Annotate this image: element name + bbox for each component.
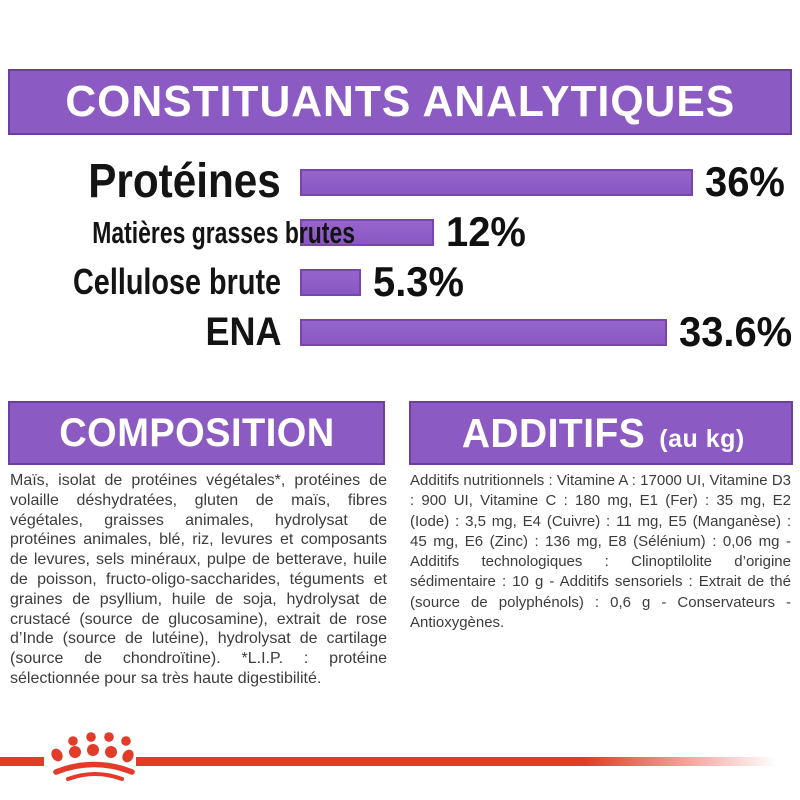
chart-value: 12% <box>446 208 526 255</box>
analytics-bar-chart: Protéines 36% Matières grasses brutes 12… <box>0 157 800 357</box>
chart-label: Cellulose brute <box>72 261 281 302</box>
chart-row-matieres-grasses: Matières grasses brutes 12% <box>0 207 800 257</box>
chart-value: 36% <box>705 158 785 205</box>
chart-row-ena: ENA 33.6% <box>0 307 800 357</box>
chart-bar <box>300 318 667 346</box>
chart-bar <box>300 268 361 296</box>
chart-label: Protéines <box>88 155 282 208</box>
brand-red-line-left <box>0 757 44 766</box>
chart-bar <box>300 218 434 246</box>
chart-row-proteines: Protéines 36% <box>0 157 800 207</box>
chart-label: Matières grasses brutes <box>92 214 355 250</box>
composition-text: Maïs, isolat de protéines végétales*, pr… <box>10 472 387 687</box>
royal-canin-crown-icon <box>51 732 135 781</box>
composition-section-title: COMPOSITION <box>58 410 335 455</box>
chart-value: 33.6% <box>679 308 793 355</box>
chart-bar <box>300 168 693 196</box>
brand-red-line-right <box>136 757 796 766</box>
additifs-text: Additifs nutritionnels : Vitamine A : 17… <box>410 472 791 632</box>
chart-row-cellulose: Cellulose brute 5.3% <box>0 257 800 307</box>
analytics-section-title: CONSTITUANTS ANALYTIQUES <box>65 77 735 126</box>
additifs-section-header: ADDITIFS (au kg) <box>409 401 793 465</box>
chart-label: ENA <box>204 310 281 354</box>
additifs-section-title: ADDITIFS <box>462 409 646 456</box>
additifs-section-subtitle: (au kg) <box>659 424 745 453</box>
chart-value: 5.3% <box>373 258 464 305</box>
composition-section-header: COMPOSITION <box>8 401 385 465</box>
analytics-section-header: CONSTITUANTS ANALYTIQUES <box>8 69 792 135</box>
